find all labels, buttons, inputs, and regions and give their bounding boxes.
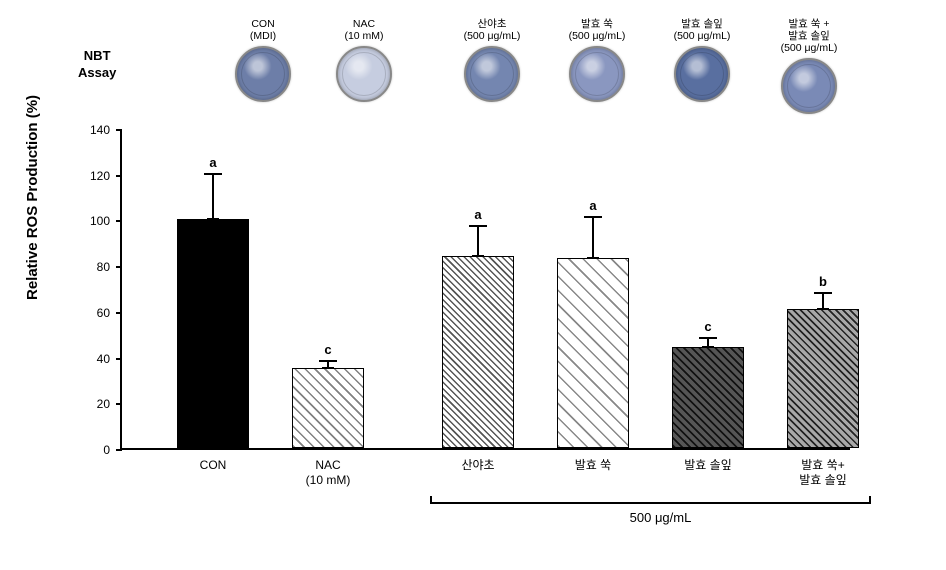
sample-name: CON bbox=[215, 18, 311, 30]
error-cap bbox=[584, 216, 602, 218]
significance-label: a bbox=[209, 155, 216, 170]
error-cap-base bbox=[817, 308, 829, 310]
significance-label: b bbox=[819, 274, 827, 289]
y-tick-mark bbox=[116, 129, 122, 131]
bar bbox=[442, 256, 514, 448]
bar bbox=[292, 368, 364, 448]
sample-name: 발효 쑥 + bbox=[761, 18, 857, 30]
error-cap-base bbox=[702, 346, 714, 348]
x-tick-label: 발효 쑥 bbox=[575, 458, 611, 473]
x-tick-label: 산야초 bbox=[461, 458, 494, 473]
x-tick-label: CON bbox=[200, 458, 227, 473]
error-cap bbox=[469, 225, 487, 227]
sample-sub: (500 μg/mL) bbox=[654, 30, 750, 42]
bar bbox=[557, 258, 629, 448]
sample-name: 발효 쑥 bbox=[549, 18, 645, 30]
y-tick-mark bbox=[116, 220, 122, 222]
sample-sub: (500 μg/mL) bbox=[761, 42, 857, 54]
y-tick-label: 120 bbox=[70, 169, 110, 183]
significance-label: a bbox=[474, 207, 481, 222]
sample-name: NAC bbox=[316, 18, 412, 30]
y-axis-title: Relative ROS Production (%) bbox=[24, 95, 41, 300]
sample-1: NAC(10 mM) bbox=[316, 18, 412, 102]
well-image bbox=[781, 58, 837, 114]
dose-bracket bbox=[430, 502, 871, 504]
sample-sub: (MDI) bbox=[215, 30, 311, 42]
y-tick-label: 140 bbox=[70, 123, 110, 137]
y-tick-mark bbox=[116, 403, 122, 405]
sample-sub: (500 μg/mL) bbox=[549, 30, 645, 42]
significance-label: c bbox=[704, 319, 711, 334]
sample-name: 발효 솔잎 bbox=[761, 30, 857, 42]
y-tick-label: 40 bbox=[70, 352, 110, 366]
nbt-assay-label: NBTAssay bbox=[78, 48, 116, 82]
sample-sub: (10 mM) bbox=[316, 30, 412, 42]
sample-2: 산야초(500 μg/mL) bbox=[444, 18, 540, 102]
well-image bbox=[569, 46, 625, 102]
error-bar bbox=[477, 226, 479, 256]
error-cap-base bbox=[472, 255, 484, 257]
plot-area: aCONcNAC(10 mM)a산야초a발효 쑥c발효 솔잎b발효 쑥+발효 솔… bbox=[120, 130, 850, 450]
y-tick-label: 0 bbox=[70, 443, 110, 457]
dose-bracket-label: 500 μg/mL bbox=[611, 510, 711, 525]
sample-sub: (500 μg/mL) bbox=[444, 30, 540, 42]
y-tick-mark bbox=[116, 449, 122, 451]
sample-4: 발효 솔잎(500 μg/mL) bbox=[654, 18, 750, 102]
x-tick-label: NAC(10 mM) bbox=[306, 458, 351, 488]
y-tick-label: 80 bbox=[70, 260, 110, 274]
error-cap bbox=[699, 337, 717, 339]
well-image bbox=[464, 46, 520, 102]
bar bbox=[177, 219, 249, 448]
nbt-assay-row: NBTAssay CON(MDI)NAC(10 mM)산야초(500 μg/mL… bbox=[0, 18, 946, 116]
sample-3: 발효 쑥(500 μg/mL) bbox=[549, 18, 645, 102]
error-bar bbox=[822, 293, 824, 309]
well-image bbox=[235, 46, 291, 102]
y-tick-mark bbox=[116, 312, 122, 314]
bar-chart: Relative ROS Production (%) aCONcNAC(10 … bbox=[60, 120, 890, 550]
y-tick-label: 100 bbox=[70, 214, 110, 228]
y-tick-mark bbox=[116, 358, 122, 360]
x-tick-label: 발효 솔잎 bbox=[684, 458, 732, 473]
error-cap-base bbox=[322, 367, 334, 369]
x-tick-label: 발효 쑥+발효 솔잎 bbox=[799, 458, 847, 488]
significance-label: a bbox=[589, 198, 596, 213]
well-image bbox=[336, 46, 392, 102]
bar bbox=[672, 347, 744, 448]
well-image bbox=[674, 46, 730, 102]
y-tick-mark bbox=[116, 175, 122, 177]
bar bbox=[787, 309, 859, 448]
sample-name: 산야초 bbox=[444, 18, 540, 30]
error-cap bbox=[319, 360, 337, 362]
sample-5: 발효 쑥 +발효 솔잎(500 μg/mL) bbox=[761, 18, 857, 114]
significance-label: c bbox=[324, 342, 331, 357]
y-tick-label: 60 bbox=[70, 306, 110, 320]
y-tick-mark bbox=[116, 266, 122, 268]
error-bar bbox=[212, 174, 214, 220]
error-cap-base bbox=[207, 218, 219, 220]
error-cap bbox=[814, 292, 832, 294]
error-cap bbox=[204, 173, 222, 175]
error-bar bbox=[592, 217, 594, 258]
error-cap-base bbox=[587, 257, 599, 259]
y-tick-label: 20 bbox=[70, 397, 110, 411]
sample-name: 발효 솔잎 bbox=[654, 18, 750, 30]
sample-0: CON(MDI) bbox=[215, 18, 311, 102]
